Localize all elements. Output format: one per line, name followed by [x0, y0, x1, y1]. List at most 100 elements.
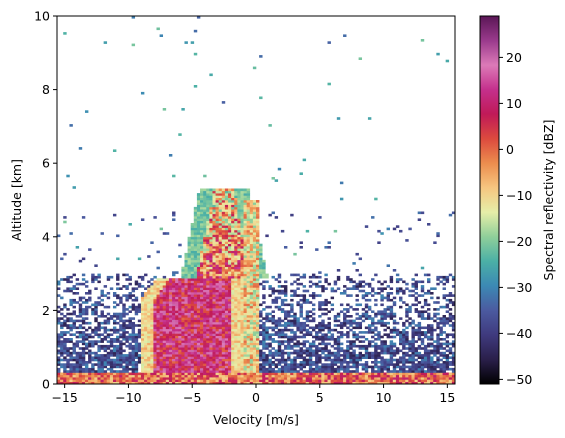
heatmap-cell — [228, 361, 232, 364]
heatmap-cell — [252, 294, 257, 297]
heatmap-cell — [109, 370, 114, 373]
heatmap-cell — [246, 374, 251, 378]
heatmap-cell — [187, 296, 191, 300]
heatmap-cell — [78, 312, 83, 316]
heatmap-cell — [374, 358, 378, 362]
heatmap-cell — [203, 232, 207, 235]
heatmap-cell — [162, 365, 167, 369]
heatmap-cell — [187, 340, 191, 343]
heatmap-cell — [125, 356, 129, 359]
heatmap-cell — [237, 246, 241, 249]
heatmap-cell — [243, 379, 247, 382]
heatmap-cell — [175, 354, 179, 357]
heatmap-cell — [122, 324, 126, 327]
heatmap-cell — [196, 275, 201, 279]
heatmap-cell — [156, 381, 160, 385]
heatmap-cell — [305, 354, 310, 357]
heatmap-cell — [184, 310, 188, 313]
heatmap-cell — [212, 363, 216, 366]
heatmap-cell — [196, 248, 201, 251]
heatmap-cell — [256, 287, 260, 290]
heatmap-cell — [234, 361, 238, 364]
heatmap-cell — [249, 280, 254, 284]
heatmap-cell — [352, 344, 356, 348]
heatmap-cell — [280, 298, 285, 302]
heatmap-cell — [72, 292, 76, 295]
heatmap-cell — [430, 367, 434, 371]
heatmap-cell — [122, 361, 126, 364]
heatmap-cell — [119, 287, 123, 290]
heatmap-cell — [249, 266, 254, 270]
heatmap-cell — [212, 269, 216, 272]
heatmap-cell — [221, 278, 226, 281]
heatmap-cell — [271, 356, 275, 359]
heatmap-cell — [364, 351, 369, 355]
heatmap-cell — [330, 381, 335, 385]
heatmap-cell — [131, 331, 136, 334]
heatmap-cell — [246, 344, 251, 348]
heatmap-cell — [349, 324, 353, 327]
heatmap-cell — [193, 298, 198, 302]
heatmap-cell — [159, 374, 164, 378]
heatmap-cell — [249, 246, 254, 249]
heatmap-cell — [352, 342, 356, 346]
heatmap-cell — [168, 335, 173, 339]
heatmap-cell — [190, 374, 195, 378]
heatmap-cell — [134, 308, 139, 311]
heatmap-cell — [196, 349, 201, 353]
heatmap-cell — [386, 292, 390, 295]
heatmap-cell — [237, 344, 241, 348]
heatmap-cell — [150, 363, 154, 366]
heatmap-cell — [386, 227, 390, 231]
heatmap-cell — [196, 218, 201, 221]
heatmap-cell — [299, 381, 303, 385]
heatmap-cell — [187, 361, 191, 364]
heatmap-cell — [224, 342, 229, 346]
heatmap-cell — [122, 315, 126, 318]
heatmap-cell — [144, 303, 148, 307]
heatmap-cell — [442, 315, 446, 318]
heatmap-cell — [162, 287, 167, 290]
heatmap-cell — [315, 379, 319, 382]
heatmap-cell — [290, 298, 294, 302]
heatmap-cell — [175, 326, 179, 330]
heatmap-cell — [221, 271, 226, 274]
heatmap-cell — [315, 381, 319, 385]
heatmap-cell — [395, 333, 400, 336]
heatmap-cell — [349, 344, 353, 348]
heatmap-cell — [302, 273, 307, 277]
heatmap-cell — [411, 356, 415, 359]
heatmap-cell — [274, 296, 279, 300]
heatmap-cell — [256, 328, 260, 332]
heatmap-cell — [178, 335, 182, 339]
heatmap-cell — [355, 358, 359, 362]
heatmap-cell — [243, 351, 247, 355]
heatmap-cell — [172, 358, 176, 362]
heatmap-cell — [333, 358, 338, 362]
heatmap-cell — [343, 377, 347, 380]
heatmap-cell — [200, 280, 204, 284]
heatmap-cell — [256, 324, 260, 327]
heatmap-cell — [234, 340, 238, 343]
heatmap-cell — [439, 326, 443, 330]
heatmap-cell — [324, 344, 328, 348]
heatmap-cell — [116, 287, 120, 290]
heatmap-cell — [364, 315, 369, 318]
heatmap-cell — [181, 324, 185, 327]
heatmap-cell — [290, 335, 294, 339]
heatmap-cell — [215, 273, 219, 277]
heatmap-cell — [299, 351, 303, 355]
heatmap-cell — [159, 372, 164, 376]
heatmap-cell — [243, 335, 247, 339]
heatmap-cell — [252, 301, 257, 304]
heatmap-cell — [228, 365, 232, 369]
heatmap-cell — [63, 278, 67, 281]
heatmap-cell — [234, 229, 238, 233]
heatmap-cell — [162, 356, 167, 359]
heatmap-cell — [287, 347, 291, 350]
heatmap-cell — [265, 328, 269, 332]
heatmap-cell — [237, 292, 241, 295]
heatmap-cell — [287, 324, 291, 327]
heatmap-cell — [433, 301, 437, 304]
heatmap-cell — [221, 227, 226, 231]
